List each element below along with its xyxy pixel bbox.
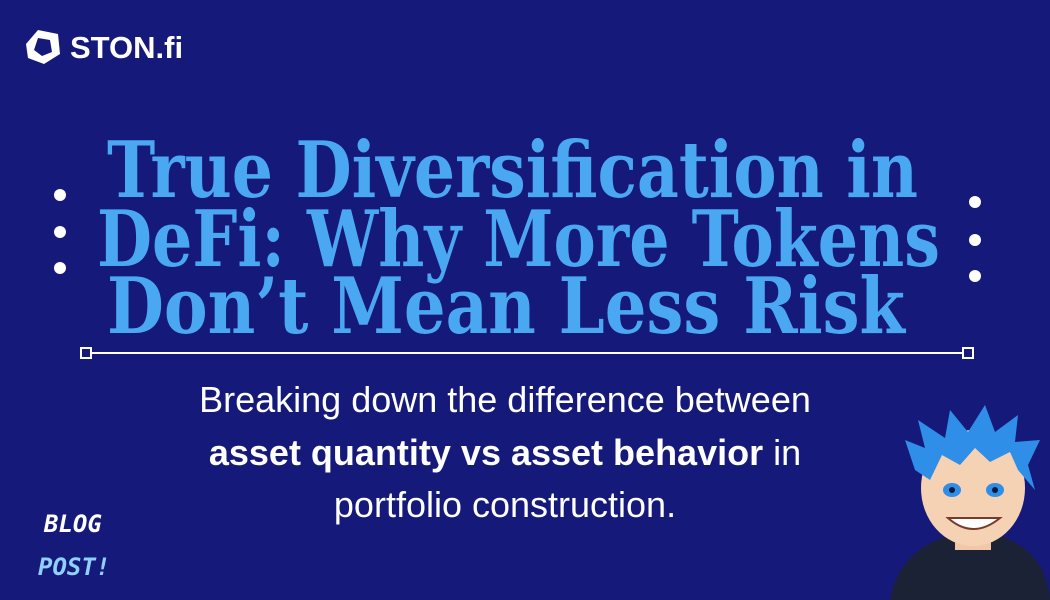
title-line: True Diversification in: [107, 125, 918, 216]
subtitle-segment: in: [763, 432, 801, 473]
character: [890, 405, 1050, 600]
subtitle: Breaking down the difference between asse…: [199, 379, 811, 525]
title-line: DeFi: Why More Tokens: [97, 194, 940, 285]
dots: [54, 189, 981, 282]
logo-icon: [26, 30, 60, 64]
subtitle-segment: portfolio construction.: [334, 484, 676, 525]
badge-line: POST!: [38, 553, 110, 581]
divider: [80, 347, 974, 359]
title-line: Don’t Mean Less Risk: [107, 261, 907, 352]
subtitle-line: asset quantity vs asset behavior in: [209, 432, 801, 473]
subtitle-line: Breaking down the difference between: [199, 379, 811, 420]
subtitle-line: portfolio construction.: [334, 484, 676, 525]
subtitle-segment: Breaking down the difference between: [199, 379, 811, 420]
brand-name: STON.fi: [70, 30, 183, 65]
badge-line: BLOG: [43, 510, 102, 538]
subtitle-segment: asset quantity vs asset behavior: [209, 432, 763, 473]
